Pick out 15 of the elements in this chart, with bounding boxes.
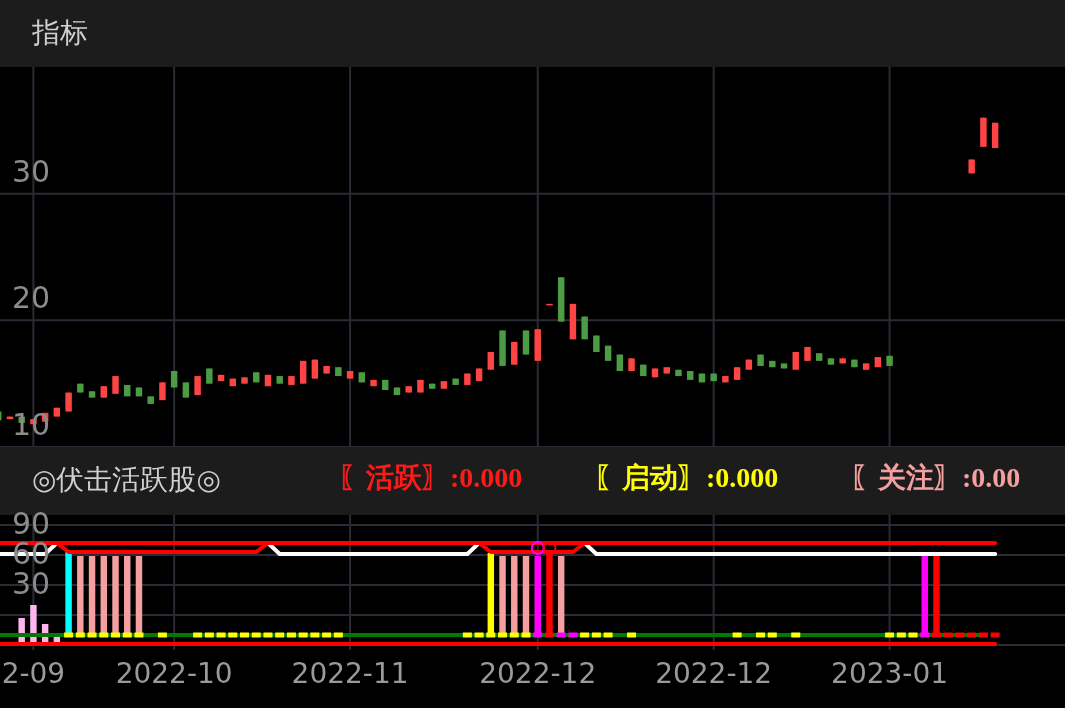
x-tick-label: 2022-10	[115, 657, 233, 690]
y-tick-label: 30	[12, 153, 51, 189]
x-tick-label: 2022-12	[655, 657, 773, 690]
y-tick-label: 90	[12, 505, 51, 541]
x-tick-label: 2022-11	[291, 657, 409, 690]
text: 〖活跃〗:0.000	[338, 462, 523, 494]
x-tick-label: 2022-12	[479, 657, 597, 690]
text: 〖关注〗:0.00	[850, 462, 1021, 494]
text: 〖启动〗:0.000	[594, 462, 779, 494]
x-tick-label: 2023-01	[831, 657, 949, 690]
chart-title: ◎伏击活跃股◎	[32, 463, 221, 496]
x-tick-label: 2-09	[1, 657, 66, 690]
y-tick-label: 30	[12, 565, 51, 601]
y-tick-label: 20	[12, 280, 51, 316]
chart-title: 指标	[31, 15, 88, 49]
